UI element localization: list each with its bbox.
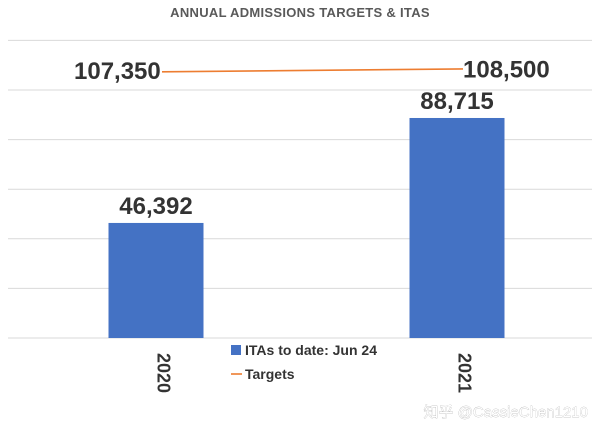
- bar-label-2020: 46,392: [119, 193, 192, 220]
- x-tick-2021: 2021: [454, 353, 474, 393]
- x-tick-2020: 2020: [153, 353, 173, 393]
- bar-2021: [409, 117, 505, 338]
- bar-2020: [108, 222, 204, 338]
- legend-label-itas: ITAs to date: Jun 24: [245, 342, 377, 358]
- watermark: 知乎 @CassieChen1210: [424, 404, 588, 421]
- target-series: 107,350 108,500: [74, 56, 550, 85]
- bars: [108, 117, 505, 338]
- x-axis-ticks: 2020 2021: [153, 353, 474, 393]
- legend[interactable]: ITAs to date: Jun 24 Targets: [231, 342, 377, 382]
- gridlines: [8, 39, 592, 339]
- target-label-2020: 107,350: [74, 58, 161, 85]
- bar-label-2021: 88,715: [420, 88, 493, 115]
- bar-labels: 46,392 88,715: [119, 88, 493, 220]
- legend-swatch-itas: [231, 345, 241, 355]
- chart-title: ANNUAL ADMISSIONS TARGETS & ITAS: [170, 5, 430, 20]
- target-label-2021: 108,500: [463, 56, 550, 83]
- legend-label-targets: Targets: [245, 366, 295, 382]
- target-line: [161, 68, 464, 73]
